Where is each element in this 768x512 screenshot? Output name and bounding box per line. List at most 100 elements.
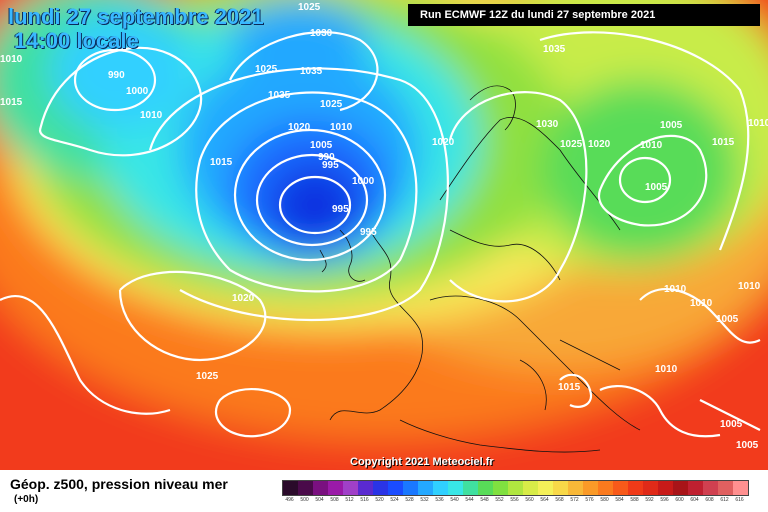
geopotential-field [0, 0, 768, 470]
isobar-label: 1010 [330, 122, 353, 133]
scale-label: 504 [315, 497, 324, 503]
isobars [0, 31, 761, 438]
scale-label: 556 [510, 497, 519, 503]
scale-swatch [688, 481, 703, 495]
isobar-label: 1020 [588, 139, 611, 150]
isobar-label: 1005 [660, 120, 683, 131]
scale-label: 612 [720, 497, 729, 503]
scale-label: 524 [390, 497, 399, 503]
scale-swatch [493, 481, 508, 495]
isobar-label: 1005 [720, 419, 743, 430]
weather-map: 1025 1030 1035 1025 1015 990 1000 1010 1… [0, 0, 768, 470]
scale-label: 552 [495, 497, 504, 503]
scale-swatch [418, 481, 433, 495]
isobar-label: 1030 [310, 28, 333, 39]
map-time-title: 14:00 locale [14, 28, 139, 53]
isobar-label: 1025 [320, 99, 343, 110]
scale-swatch [553, 481, 568, 495]
scale-swatch [358, 481, 373, 495]
scale-label: 600 [675, 497, 684, 503]
scale-label: 544 [465, 497, 474, 503]
copyright-text: Copyright 2021 Meteociel.fr [350, 456, 494, 468]
scale-label: 540 [450, 497, 459, 503]
scale-label: 604 [690, 497, 699, 503]
isobar-label: 1005 [736, 440, 759, 451]
scale-swatch [613, 481, 628, 495]
scale-swatch [403, 481, 418, 495]
scale-label: 580 [600, 497, 609, 503]
scale-label: 516 [360, 497, 369, 503]
scale-swatch [373, 481, 388, 495]
scale-label: 568 [555, 497, 564, 503]
isobar-label: 1015 [0, 97, 23, 108]
isobar-label: 1025 [255, 64, 278, 75]
isobar-label: 995 [332, 204, 349, 215]
legend-footer: Géop. z500, pression niveau mer (+0h) 49… [0, 470, 768, 512]
color-scale-swatches [282, 480, 749, 496]
isobar-label: 1010 [664, 284, 687, 295]
scale-swatch [283, 481, 298, 495]
scale-label: 496 [285, 497, 294, 503]
scale-label: 592 [645, 497, 654, 503]
isobar-label: 1010 [0, 54, 23, 65]
scale-swatch [328, 481, 343, 495]
isobar-label: 1010 [690, 298, 713, 309]
isobar-label: 1025 [560, 139, 583, 150]
scale-label: 572 [570, 497, 579, 503]
coastlines [319, 85, 641, 453]
scale-label: 584 [615, 497, 624, 503]
legend-subtitle: (+0h) [14, 494, 39, 505]
scale-swatch [448, 481, 463, 495]
scale-label: 608 [705, 497, 714, 503]
isobar-label: 1025 [298, 2, 321, 13]
isobar-label: 1000 [126, 86, 149, 97]
color-scale-labels: 496 500 504 508 512 516 520 524 528 532 536 540 544 5… [282, 496, 749, 504]
isobar-label: 1020 [232, 293, 255, 304]
scale-label: 532 [420, 497, 429, 503]
scale-swatch [733, 481, 748, 495]
isobar-label: 1005 [716, 314, 739, 325]
scale-swatch [598, 481, 613, 495]
isobar-label: 1035 [268, 90, 291, 101]
scale-label: 520 [375, 497, 384, 503]
scale-label: 616 [735, 497, 744, 503]
scale-swatch [703, 481, 718, 495]
scale-swatch [583, 481, 598, 495]
scale-swatch [313, 481, 328, 495]
scale-label: 548 [480, 497, 489, 503]
scale-label: 528 [405, 497, 414, 503]
isobar-label: 1010 [140, 110, 163, 121]
isobar-label: 1005 [310, 140, 333, 151]
scale-swatch [343, 481, 358, 495]
scale-label: 564 [540, 497, 549, 503]
isobar-label: 1020 [432, 137, 455, 148]
scale-label: 560 [525, 497, 534, 503]
isobar-label: 1010 [655, 364, 678, 375]
legend-title: Géop. z500, pression niveau mer [10, 476, 228, 492]
isobar-label: 1030 [536, 119, 559, 130]
scale-swatch [628, 481, 643, 495]
scale-swatch [508, 481, 523, 495]
isobar-label: 1010 [640, 140, 663, 151]
map-canvas: 1025 1030 1035 1025 1015 990 1000 1010 1… [0, 0, 768, 470]
scale-label: 512 [345, 497, 354, 503]
scale-swatch [523, 481, 538, 495]
isobar-label: 990 [108, 70, 125, 81]
isobar-label: 1015 [558, 382, 581, 393]
isobar-label: 1025 [196, 371, 219, 382]
scale-label: 508 [330, 497, 339, 503]
scale-swatch [673, 481, 688, 495]
isobar-labels: 1025 1030 1035 1025 1015 990 1000 1010 1… [0, 2, 768, 451]
scale-swatch [388, 481, 403, 495]
scale-swatch [298, 481, 313, 495]
run-info-box: Run ECMWF 12Z du lundi 27 septembre 2021 [408, 4, 760, 26]
scale-swatch [643, 481, 658, 495]
scale-swatch [478, 481, 493, 495]
isobar-label: 995 [360, 227, 377, 238]
isobar-label: 1015 [712, 137, 735, 148]
isobar-label: 1010 [738, 281, 761, 292]
scale-label: 576 [585, 497, 594, 503]
isobar-label: 1020 [288, 122, 311, 133]
scale-label: 536 [435, 497, 444, 503]
scale-swatch [658, 481, 673, 495]
